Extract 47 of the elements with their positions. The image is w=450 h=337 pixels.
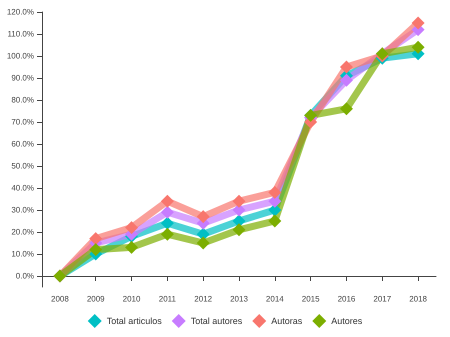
y-tick-label: 40.0% — [11, 184, 34, 192]
y-tick-label: 10.0% — [11, 250, 34, 258]
x-tick-label: 2013 — [230, 294, 248, 304]
x-tick-label: 2008 — [51, 294, 70, 304]
point — [268, 214, 282, 228]
point — [196, 236, 210, 250]
y-tick-label: 70.0% — [11, 118, 34, 126]
point — [340, 60, 353, 74]
y-tick-label: 100.0% — [6, 52, 34, 60]
x-tick-label: 2016 — [338, 294, 356, 304]
x-tick-label: 2010 — [122, 294, 141, 304]
point — [160, 228, 174, 241]
point — [125, 240, 138, 254]
y-tick-label: 60.0% — [11, 140, 34, 148]
point — [196, 210, 210, 224]
legend-label: Autoras — [271, 316, 303, 326]
point — [89, 243, 102, 256]
x-tick-label: 2015 — [302, 294, 320, 304]
y-tick-label: 30.0% — [11, 206, 34, 214]
y-tick-label: 110.0% — [7, 30, 34, 38]
y-tick-label: 20.0% — [11, 228, 34, 236]
point — [125, 221, 138, 234]
point — [232, 194, 246, 208]
y-tick-label: 0.0% — [16, 272, 34, 280]
y-tick-label: 120.0% — [6, 8, 34, 16]
legend-label: Total articulos — [106, 316, 162, 326]
x-tick-label: 2017 — [373, 294, 392, 304]
y-tick-label: 80.0% — [11, 96, 34, 104]
point — [89, 232, 102, 246]
point — [160, 216, 174, 230]
point — [412, 40, 425, 54]
y-tick-label: 50.0% — [11, 162, 34, 170]
x-tick-label: 2011 — [158, 294, 177, 304]
x-tick-label: 2014 — [266, 294, 284, 304]
point — [268, 186, 282, 199]
point — [232, 223, 246, 236]
x-tick-label: 2012 — [194, 294, 213, 304]
x-tick-label: 2009 — [86, 294, 106, 304]
point — [340, 74, 353, 87]
point — [412, 16, 425, 30]
y-tick-label: 90.0% — [11, 74, 34, 82]
point — [160, 206, 174, 219]
point — [340, 102, 353, 116]
legend-label: Total autores — [190, 316, 243, 326]
legend-label: Autores — [331, 316, 363, 326]
x-tick-label: 2018 — [409, 294, 428, 304]
point — [160, 194, 174, 208]
